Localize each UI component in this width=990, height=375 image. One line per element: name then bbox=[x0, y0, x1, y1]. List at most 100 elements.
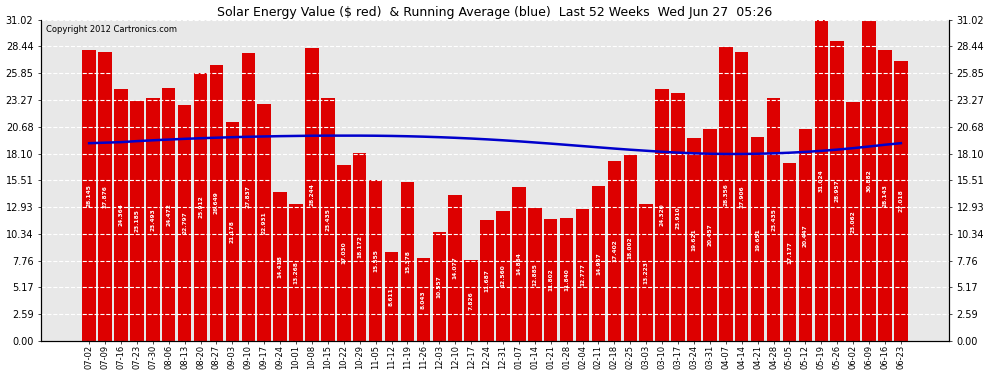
Text: 23.910: 23.910 bbox=[675, 206, 680, 228]
Bar bbox=[735, 52, 748, 341]
Text: 17.177: 17.177 bbox=[787, 241, 792, 264]
Bar bbox=[703, 129, 717, 341]
Text: 15.378: 15.378 bbox=[405, 250, 410, 273]
Bar bbox=[783, 163, 796, 341]
Text: 25.912: 25.912 bbox=[198, 195, 203, 218]
Text: 11.802: 11.802 bbox=[548, 268, 553, 291]
Text: 28.356: 28.356 bbox=[724, 183, 729, 206]
Text: 13.268: 13.268 bbox=[293, 261, 299, 284]
Bar bbox=[862, 21, 876, 341]
Bar bbox=[528, 208, 542, 341]
Bar bbox=[178, 105, 191, 341]
Text: 24.472: 24.472 bbox=[166, 203, 171, 226]
Text: 19.651: 19.651 bbox=[755, 228, 760, 251]
Bar bbox=[750, 138, 764, 341]
Bar bbox=[289, 204, 303, 341]
Bar bbox=[82, 50, 96, 341]
Bar bbox=[226, 122, 240, 341]
Text: 21.178: 21.178 bbox=[230, 220, 235, 243]
Text: 28.957: 28.957 bbox=[835, 180, 840, 203]
Bar bbox=[624, 154, 637, 341]
Bar bbox=[592, 186, 605, 341]
Bar bbox=[560, 218, 573, 341]
Bar bbox=[385, 252, 398, 341]
Text: 24.320: 24.320 bbox=[659, 204, 664, 226]
Bar bbox=[496, 211, 510, 341]
Text: Copyright 2012 Cartronics.com: Copyright 2012 Cartronics.com bbox=[46, 24, 176, 33]
Bar bbox=[687, 138, 701, 341]
Bar bbox=[767, 98, 780, 341]
Text: 22.931: 22.931 bbox=[261, 211, 266, 234]
Bar bbox=[98, 52, 112, 341]
Bar bbox=[162, 87, 175, 341]
Text: 28.145: 28.145 bbox=[86, 184, 92, 207]
Text: 11.687: 11.687 bbox=[484, 269, 489, 292]
Text: 12.777: 12.777 bbox=[580, 263, 585, 286]
Bar bbox=[130, 101, 144, 341]
Text: 27.018: 27.018 bbox=[898, 190, 904, 213]
Bar bbox=[353, 153, 366, 341]
Text: 28.143: 28.143 bbox=[882, 184, 887, 207]
Text: 12.560: 12.560 bbox=[501, 265, 506, 287]
Text: 26.649: 26.649 bbox=[214, 192, 219, 214]
Text: 13.223: 13.223 bbox=[644, 261, 648, 284]
Bar bbox=[337, 165, 350, 341]
Text: 22.797: 22.797 bbox=[182, 211, 187, 234]
Bar bbox=[799, 129, 812, 341]
Bar bbox=[878, 50, 892, 341]
Text: 10.557: 10.557 bbox=[437, 275, 442, 298]
Text: 8.043: 8.043 bbox=[421, 290, 426, 309]
Bar bbox=[114, 88, 128, 341]
Bar bbox=[640, 204, 653, 341]
Text: 14.957: 14.957 bbox=[596, 252, 601, 275]
Text: 12.885: 12.885 bbox=[533, 263, 538, 286]
Bar bbox=[433, 232, 446, 341]
Bar bbox=[894, 61, 908, 341]
Bar bbox=[576, 209, 589, 341]
Text: 24.364: 24.364 bbox=[119, 203, 124, 226]
Bar bbox=[257, 104, 271, 341]
Bar bbox=[544, 219, 557, 341]
Bar bbox=[194, 73, 207, 341]
Text: 19.621: 19.621 bbox=[691, 228, 697, 251]
Title: Solar Energy Value ($ red)  & Running Average (blue)  Last 52 Weeks  Wed Jun 27 : Solar Energy Value ($ red) & Running Ave… bbox=[218, 6, 772, 18]
Bar bbox=[719, 47, 733, 341]
Text: 27.876: 27.876 bbox=[103, 185, 108, 208]
Bar bbox=[608, 161, 621, 341]
Bar bbox=[210, 65, 223, 341]
Text: 23.185: 23.185 bbox=[135, 210, 140, 232]
Text: 27.837: 27.837 bbox=[246, 185, 250, 208]
Text: 11.840: 11.840 bbox=[564, 268, 569, 291]
Bar bbox=[480, 220, 494, 341]
Text: 28.244: 28.244 bbox=[310, 183, 315, 206]
Bar bbox=[369, 180, 382, 341]
Text: 18.002: 18.002 bbox=[628, 237, 633, 259]
Text: 20.457: 20.457 bbox=[708, 224, 713, 246]
Bar bbox=[831, 41, 844, 341]
Text: 8.611: 8.611 bbox=[389, 287, 394, 306]
Bar bbox=[815, 20, 828, 341]
Bar bbox=[273, 192, 287, 341]
Bar bbox=[512, 187, 526, 341]
Text: 23.435: 23.435 bbox=[326, 208, 331, 231]
Text: 20.447: 20.447 bbox=[803, 224, 808, 246]
Text: 31.024: 31.024 bbox=[819, 169, 824, 192]
Bar bbox=[655, 89, 669, 341]
Bar bbox=[417, 258, 430, 341]
Text: 23.435: 23.435 bbox=[771, 208, 776, 231]
Text: 27.906: 27.906 bbox=[740, 185, 744, 208]
Text: 14.418: 14.418 bbox=[277, 255, 282, 278]
Text: 14.864: 14.864 bbox=[517, 253, 522, 276]
Text: 23.493: 23.493 bbox=[150, 208, 155, 231]
Bar bbox=[305, 48, 319, 341]
Text: 18.172: 18.172 bbox=[357, 236, 362, 258]
Bar bbox=[846, 102, 860, 341]
Text: 17.030: 17.030 bbox=[342, 242, 346, 264]
Text: 7.826: 7.826 bbox=[468, 291, 473, 310]
Bar bbox=[146, 98, 159, 341]
Bar bbox=[671, 93, 685, 341]
Text: 17.402: 17.402 bbox=[612, 240, 617, 262]
Bar bbox=[464, 260, 478, 341]
Bar bbox=[401, 182, 414, 341]
Text: 14.077: 14.077 bbox=[452, 257, 457, 279]
